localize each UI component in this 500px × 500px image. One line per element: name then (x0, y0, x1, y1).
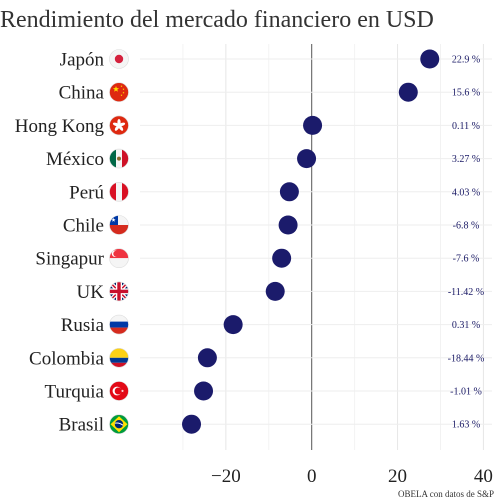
brazil-flag-icon (109, 414, 129, 435)
data-point (223, 315, 243, 335)
china-flag-icon (109, 82, 129, 102)
hong-kong-flag-icon (109, 115, 129, 136)
data-point (297, 149, 317, 169)
value-label: -1.01 % (450, 387, 482, 398)
category-label: UK (77, 282, 105, 303)
x-tick-label: 20 (388, 466, 407, 487)
category-label: Rusia (61, 315, 105, 336)
value-label: -6.8 % (453, 221, 480, 232)
category-label: China (59, 83, 105, 104)
ticks-layer: −20 0 20 40 (211, 466, 493, 487)
category-label: Perú (69, 182, 104, 203)
chart-title: Rendimiento del mercado financiero en US… (0, 7, 434, 33)
data-point (182, 414, 202, 434)
value-label: 3.27 % (452, 154, 480, 165)
value-label: 22.9 % (452, 55, 480, 66)
data-point (420, 49, 440, 69)
data-point (303, 115, 323, 135)
data-point (278, 215, 298, 235)
category-label: Chile (63, 216, 104, 237)
category-label: Singapur (35, 249, 104, 270)
turkey-flag-icon (109, 381, 129, 401)
colombia-flag-icon (109, 347, 129, 368)
chart-caption: OBELA con datos de S&P (398, 489, 494, 499)
flags-layer (109, 49, 129, 435)
value-label: 1.63 % (452, 420, 480, 431)
value-label: -7.6 % (453, 254, 480, 265)
value-label: 0.11 % (452, 121, 480, 132)
data-point (398, 82, 418, 102)
value-label: 4.03 % (452, 187, 480, 198)
x-tick-label: 40 (474, 466, 493, 487)
japan-flag-icon (109, 49, 129, 69)
data-point (279, 182, 299, 202)
labels-layer: Japón 22.9 % China 15.6 % Hong Kong 0.11 % Méx… (15, 50, 485, 436)
mexico-flag-icon (109, 148, 129, 169)
russia-flag-icon (109, 314, 129, 335)
value-label: -11.42 % (448, 287, 484, 298)
data-point (265, 281, 285, 301)
value-label: -18.44 % (448, 353, 485, 364)
uk-flag-icon (109, 281, 129, 302)
data-point (194, 381, 214, 401)
points-layer (182, 49, 440, 434)
x-tick-label: 0 (307, 466, 317, 487)
category-label: Japón (60, 50, 105, 71)
data-point (272, 248, 292, 268)
chile-flag-icon (109, 215, 129, 235)
peru-flag-icon (109, 182, 129, 202)
value-label: 0.31 % (452, 320, 480, 331)
data-point (197, 348, 217, 368)
category-label: Hong Kong (15, 116, 105, 137)
grid-layer (140, 44, 492, 450)
category-label: Colombia (29, 348, 105, 369)
category-label: Turquia (45, 382, 105, 403)
singapore-flag-icon (109, 248, 129, 269)
value-label: 15.6 % (452, 88, 480, 99)
category-label: Brasil (59, 415, 104, 436)
x-tick-label: −20 (211, 466, 241, 487)
category-label: México (46, 149, 104, 170)
